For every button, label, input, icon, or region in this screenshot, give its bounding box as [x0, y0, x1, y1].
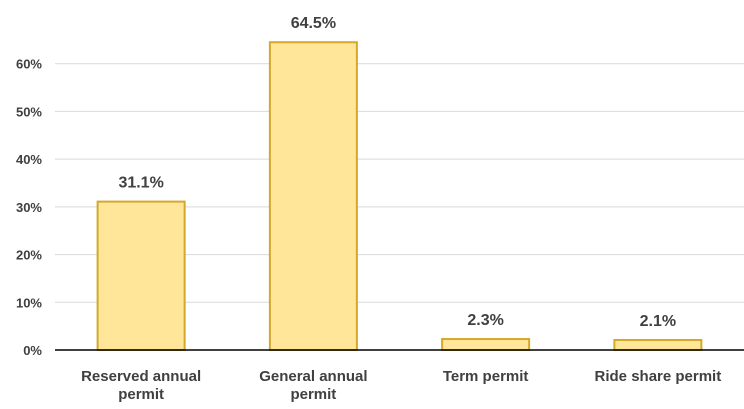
x-tick-label-line: permit	[290, 386, 336, 403]
data-label: 64.5%	[291, 15, 336, 32]
y-tick-label: 10%	[16, 295, 42, 310]
y-tick-label: 20%	[16, 248, 42, 263]
x-tick-label-line: Reserved annual	[81, 368, 201, 385]
x-tick-label: Term permit	[443, 368, 529, 385]
x-tick-label: Reserved annual permit	[81, 368, 201, 403]
bar	[268, 41, 358, 351]
y-tick-label: 40%	[16, 152, 42, 167]
data-label: 2.3%	[467, 312, 503, 329]
data-label: 31.1%	[118, 175, 163, 192]
y-tick-label: 50%	[16, 104, 42, 119]
x-tick-label: Ride share permit	[595, 368, 722, 385]
x-tick-label-line: Ride share permit	[595, 368, 722, 385]
y-tick-label: 30%	[16, 200, 42, 215]
x-tick-label-line: General annual	[259, 368, 367, 385]
labels: 0% 10% 20% 30% 40% 50% 60% 31.1% Reserved annual…	[16, 15, 721, 403]
data-label: 2.1%	[640, 313, 676, 330]
bar	[96, 200, 186, 351]
bar	[613, 338, 703, 352]
y-tick-label: 60%	[16, 57, 42, 72]
y-tick-label: 0%	[23, 343, 42, 358]
x-tick-label-line: Term permit	[443, 368, 529, 385]
x-tick-label-line: permit	[118, 386, 164, 403]
bar	[441, 338, 531, 352]
x-tick-label: General annual permit	[259, 368, 367, 403]
bars	[96, 41, 703, 352]
